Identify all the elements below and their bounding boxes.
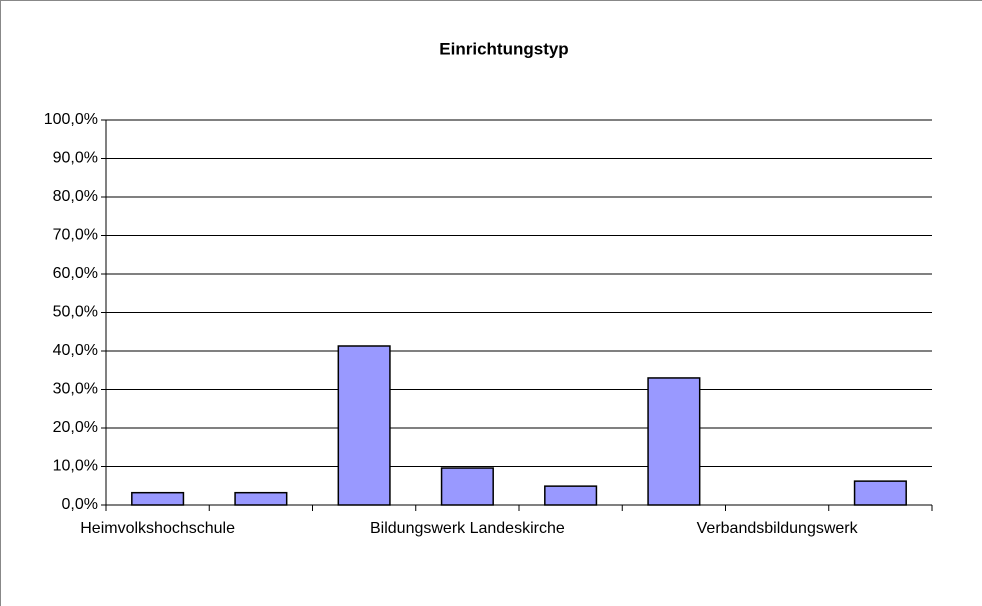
y-tick-label: 20,0% [53, 419, 98, 436]
x-tick-label: Heimvolkshochschule [80, 520, 235, 537]
chart-title: Einrichtungstyp [439, 39, 568, 58]
y-tick-label: 90,0% [53, 150, 98, 167]
y-tick-label: 80,0% [53, 188, 98, 205]
x-tick-label: Bildungswerk Landeskirche [370, 520, 565, 537]
bar [647, 377, 701, 506]
y-tick-label: 0,0% [62, 496, 98, 513]
y-tick-label: 30,0% [53, 381, 98, 398]
bar [337, 345, 391, 506]
x-tick-label: Verbandsbildungswerk [697, 520, 859, 537]
bar [440, 467, 494, 506]
bar [544, 485, 598, 506]
y-tick-label: 50,0% [53, 304, 98, 321]
y-tick-label: 100,0% [44, 111, 98, 128]
y-tick-label: 10,0% [53, 458, 98, 475]
y-tick-label: 40,0% [53, 342, 98, 359]
bar [234, 491, 288, 506]
bar [853, 480, 907, 506]
y-tick-label: 60,0% [53, 265, 98, 282]
y-tick-label: 70,0% [53, 227, 98, 244]
bar [131, 491, 185, 506]
